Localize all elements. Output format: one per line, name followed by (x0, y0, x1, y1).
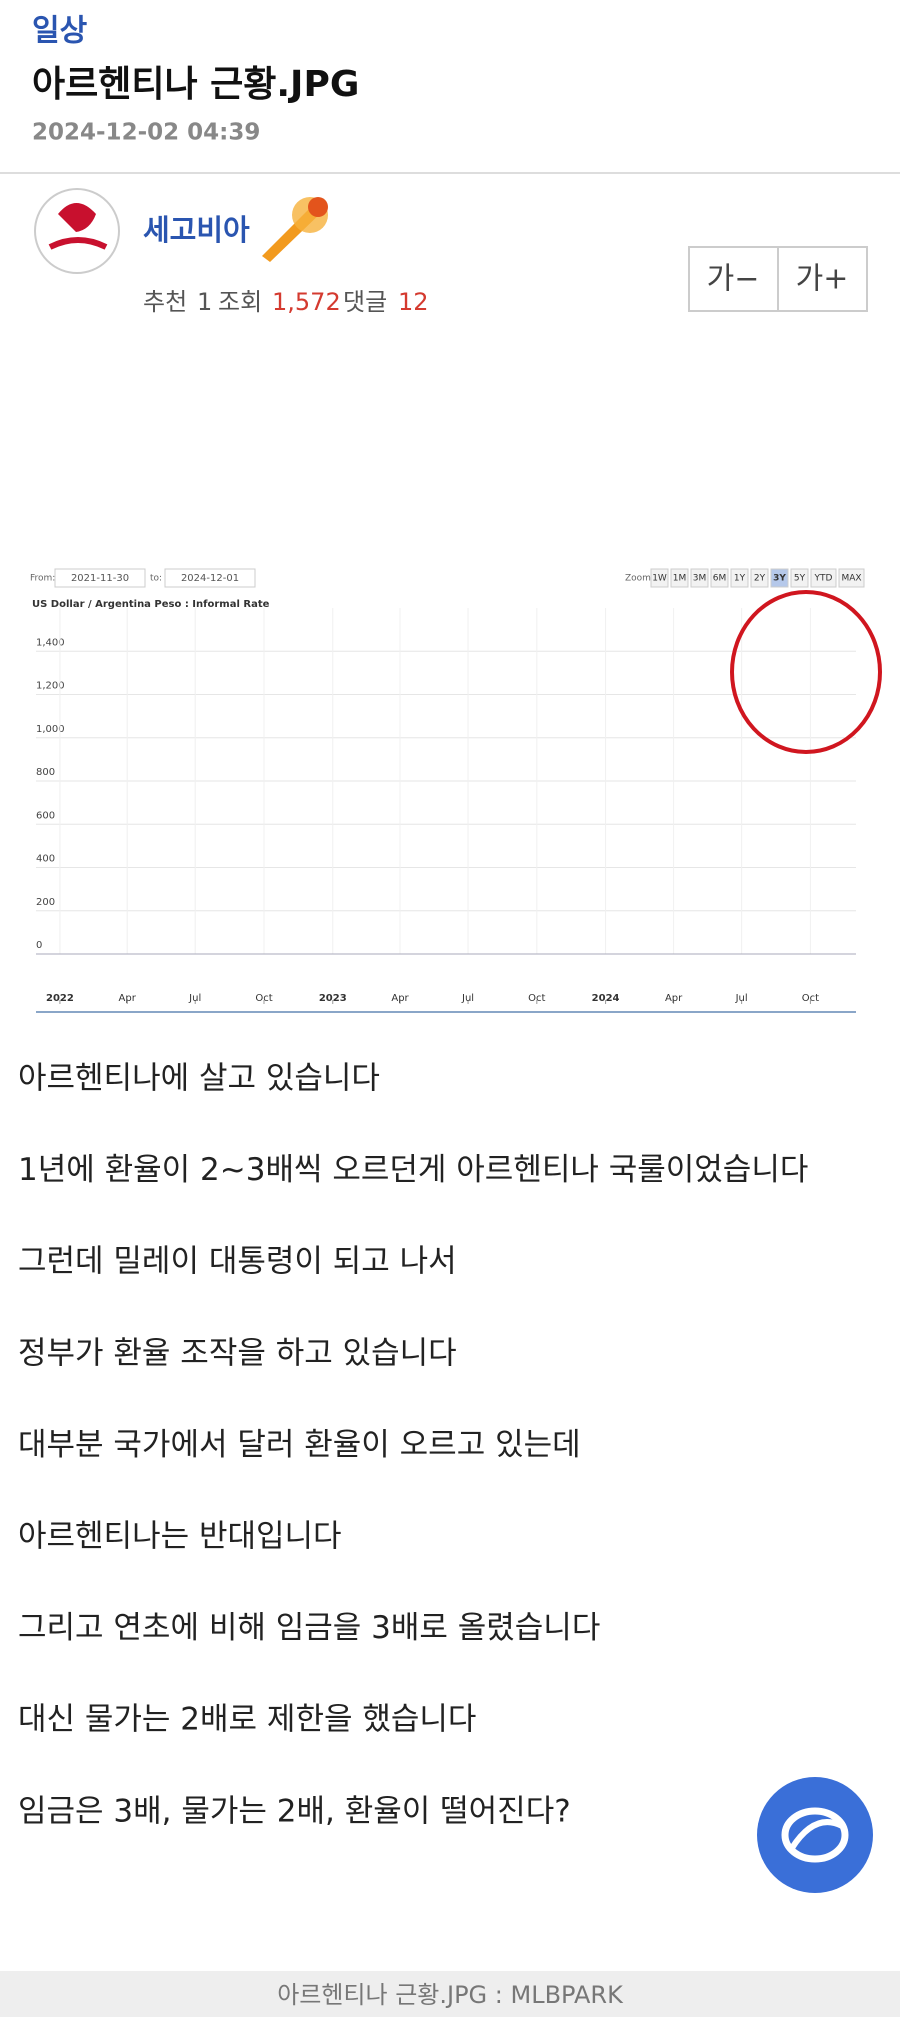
zoom-button-label: YTD (814, 574, 833, 584)
x-tick-label: 2024 (592, 993, 620, 1004)
body-paragraph: 대신 물가는 2배로 제한을 했습니다 (18, 1702, 476, 1738)
zoom-button-label: 1W (652, 574, 667, 584)
body-paragraph: 그런데 밀레이 대통령이 되고 나서 (18, 1244, 457, 1280)
badge-core (308, 197, 328, 217)
x-tick-label: 2023 (319, 993, 347, 1004)
y-tick-label: 1,400 (36, 637, 65, 648)
fab-icon (781, 1807, 849, 1863)
chart-title: US Dollar / Argentina Peso : Informal Ra… (32, 599, 270, 610)
avatar[interactable] (34, 188, 120, 274)
x-tick-label: Oct (802, 993, 819, 1004)
font-increase-label[interactable]: 가+ (796, 262, 849, 297)
zoom-button[interactable] (810, 568, 837, 588)
zoom-button[interactable] (710, 568, 729, 588)
font-decrease-button[interactable] (688, 246, 779, 312)
from-input (54, 568, 146, 588)
views-count: 1,572 (272, 288, 341, 316)
to-value: 2024-12-01 (181, 573, 239, 584)
x-tick-label: Oct (255, 993, 272, 1004)
avatar-bird (58, 203, 96, 232)
comments-label: 댓글 (343, 288, 387, 316)
body-paragraph: 정부가 환율 조작을 하고 있습니다 (18, 1335, 457, 1371)
font-increase-button[interactable] (777, 246, 868, 312)
body-paragraph: 그리고 연초에 비해 임금을 3배로 올렸습니다 (18, 1610, 600, 1646)
from-label: From: (30, 574, 55, 584)
zoom-button-label: 3Y (773, 574, 786, 584)
zoom-button-label: 2Y (754, 574, 766, 584)
author-name[interactable]: 세고비아 (143, 213, 250, 247)
chart-image: From: 2021-11-30 to: 2024-12-01 Zoom:1W 1M 3M 6… (20, 562, 865, 1014)
zoom-button-label: 1Y (734, 574, 746, 584)
footer-bar (0, 1971, 900, 2017)
post-title: 아르헨티나 근황.JPG (32, 64, 359, 105)
zoom-button-label: 1M (673, 574, 687, 584)
to-label: to: (150, 574, 162, 584)
body-paragraph: 임금은 3배, 물가는 2배, 환율이 떨어진다? (18, 1793, 571, 1829)
zoom-button[interactable] (838, 568, 865, 588)
body-paragraph: 대부분 국가에서 달러 환율이 오르고 있는데 (18, 1427, 581, 1463)
zoom-button[interactable] (730, 568, 749, 588)
y-tick-label: 1,000 (36, 724, 65, 735)
zoom-button-label: 5Y (794, 574, 806, 584)
floating-button[interactable] (757, 1777, 873, 1893)
zoom-button[interactable] (770, 568, 789, 588)
y-tick-label: 400 (36, 854, 55, 865)
footer-text: 아르헨티나 근황.JPG : MLBPARK (277, 1981, 624, 2009)
author-badge (262, 197, 328, 262)
zoom-label: Zoom: (625, 574, 654, 584)
x-tick-label: Oct (528, 993, 545, 1004)
zoom-button-label: 6M (713, 574, 727, 584)
x-tick-label: Jul (735, 993, 748, 1004)
zoom-button-label: 3M (693, 574, 707, 584)
to-input (164, 568, 256, 588)
zoom-button[interactable] (690, 568, 709, 588)
y-tick-label: 800 (36, 767, 55, 778)
chart-background (20, 562, 862, 1014)
y-tick-label: 0 (36, 940, 42, 951)
from-value: 2021-11-30 (71, 573, 129, 584)
y-tick-label: 200 (36, 897, 55, 908)
comments-count: 12 (398, 288, 429, 316)
x-tick-label: Jul (461, 993, 474, 1004)
post-date: 2024-12-02 04:39 (32, 120, 260, 146)
zoom-button[interactable] (670, 568, 689, 588)
x-tick-label: 2022 (46, 993, 74, 1004)
font-size-controls: 가− 가+ (688, 246, 868, 312)
y-tick-label: 1,200 (36, 681, 65, 692)
x-tick-label: Apr (119, 993, 137, 1004)
fab-circle[interactable] (757, 1777, 873, 1893)
post-stats: 추천 1 조회 1,572 댓글 12 (143, 288, 429, 316)
category[interactable]: 일상 (32, 14, 88, 49)
y-tick-label: 600 (36, 810, 55, 821)
zoom-button-label: MAX (841, 574, 861, 584)
fab-icon-swoosh (789, 1819, 844, 1850)
zoom-button[interactable] (650, 568, 669, 588)
body-paragraph: 아르헨티나는 반대입니다 (18, 1519, 342, 1555)
zoom-button[interactable] (790, 568, 809, 588)
post-body: 아르헨티나에 살고 있습니다 1년에 환율이 2~3배씩 오르던게 아르헨티나 국… (18, 1061, 808, 1830)
x-tick-label: Jul (188, 993, 201, 1004)
zoom-button[interactable] (750, 568, 769, 588)
avatar-script (48, 237, 108, 250)
body-paragraph: 아르헨티나에 살고 있습니다 (18, 1061, 380, 1097)
x-tick-label: Apr (665, 993, 683, 1004)
font-decrease-label[interactable]: 가− (707, 262, 760, 297)
recommend-count: 1 (197, 288, 212, 316)
views-label: 조회 (218, 288, 262, 316)
body-paragraph: 1년에 환율이 2~3배씩 오르던게 아르헨티나 국룰이었습니다 (18, 1152, 808, 1188)
recommend-label: 추천 (143, 288, 187, 316)
x-tick-label: Apr (391, 993, 409, 1004)
highlight-circle (730, 590, 882, 754)
